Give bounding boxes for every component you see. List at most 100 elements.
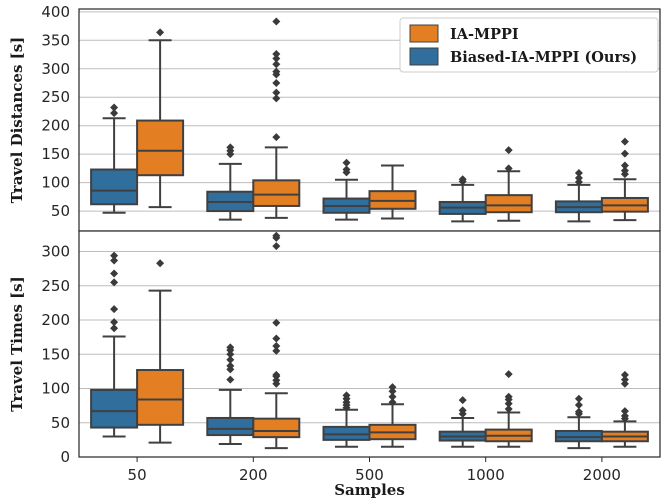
outlier-point xyxy=(156,28,165,37)
outlier-point xyxy=(620,166,629,175)
outlier-point xyxy=(620,375,629,384)
y-tick-label: 50 xyxy=(51,202,70,220)
y-tick-label: 300 xyxy=(41,243,70,261)
box-ia-mppi xyxy=(484,194,533,214)
outlier-point xyxy=(110,324,119,333)
outlier-point xyxy=(574,168,583,177)
y-tick-label: 250 xyxy=(41,277,70,295)
outlier-point xyxy=(272,79,281,87)
x-tick-label: 500 xyxy=(355,466,384,484)
outlier-point xyxy=(620,411,629,420)
outlier-point xyxy=(110,278,119,287)
outlier-point xyxy=(110,251,119,260)
outlier-point xyxy=(342,391,351,400)
outlier-point xyxy=(458,175,467,184)
x-tick-label: 200 xyxy=(239,466,268,484)
outlier-point xyxy=(272,376,281,385)
y-tick-label: 50 xyxy=(51,414,70,432)
y-axis-label: Travel Distances [s] xyxy=(8,37,26,204)
outlier-point xyxy=(272,54,281,63)
y-tick-label: 100 xyxy=(41,174,70,192)
outlier-point xyxy=(156,259,165,268)
legend-swatch-ia-mppi xyxy=(409,24,439,43)
outlier-point xyxy=(272,242,281,251)
legend-swatch-biased-ia-mppi xyxy=(409,47,439,66)
box-biased-ia-mppi xyxy=(322,425,371,441)
outlier-point xyxy=(110,318,119,327)
plot-frame xyxy=(78,230,661,458)
outlier-point xyxy=(272,49,281,58)
x-tick-label: 1000 xyxy=(467,466,505,484)
y-tick-label: 200 xyxy=(41,311,70,329)
outlier-point xyxy=(226,355,235,364)
outlier-point xyxy=(342,158,351,167)
y-tick-label: 150 xyxy=(41,145,70,163)
outlier-point xyxy=(110,256,119,265)
box-biased-ia-mppi xyxy=(90,388,139,429)
outlier-point xyxy=(504,164,513,173)
y-tick-label: 150 xyxy=(41,345,70,363)
outlier-point xyxy=(272,133,281,142)
outlier-point xyxy=(272,346,281,355)
y-axis-label: Travel Times [s] xyxy=(8,276,26,411)
outlier-point xyxy=(226,343,235,352)
y-tick-label: 400 xyxy=(41,3,70,21)
outlier-point xyxy=(504,146,513,155)
box-biased-ia-mppi xyxy=(554,429,603,443)
x-tick-label: 50 xyxy=(128,466,147,484)
outlier-point xyxy=(110,109,119,118)
outlier-point xyxy=(388,387,397,396)
legend-label-biased-ia-mppi: Biased-IA-MPPI (Ours) xyxy=(450,49,637,66)
outlier-point xyxy=(226,143,235,152)
outlier-point xyxy=(574,400,583,409)
outlier-point xyxy=(620,161,629,170)
travel-times-panel: 0 50 100 150 200 250 300 Travel Times [s] 50 200 5… xyxy=(8,230,661,499)
box-ia-mppi xyxy=(136,369,185,426)
outlier-point xyxy=(388,392,397,401)
box-biased-ia-mppi xyxy=(90,168,139,206)
outlier-point xyxy=(620,137,629,146)
outlier-point xyxy=(342,165,351,174)
outlier-point xyxy=(226,361,235,370)
outlier-point xyxy=(272,370,281,379)
outlier-point xyxy=(272,334,281,343)
outlier-point xyxy=(388,398,397,407)
outlier-point xyxy=(574,407,583,416)
outlier-point xyxy=(272,342,281,351)
outlier-point xyxy=(388,383,397,392)
outlier-point xyxy=(504,399,513,408)
outlier-point xyxy=(110,269,119,278)
legend-label-ia-mppi: IA-MPPI xyxy=(450,26,519,43)
outlier-point xyxy=(272,67,281,76)
outlier-point xyxy=(504,392,513,401)
box-biased-ia-mppi xyxy=(206,416,255,437)
outlier-point xyxy=(620,379,629,388)
y-tick-label: 100 xyxy=(41,380,70,398)
y-tick-label: 350 xyxy=(41,31,70,49)
outlier-point xyxy=(504,370,513,379)
legend-frame xyxy=(399,17,659,73)
box-ia-mppi xyxy=(252,179,301,207)
box-ia-mppi xyxy=(136,119,185,177)
box-ia-mppi xyxy=(252,417,301,439)
outlier-point xyxy=(458,406,467,415)
y-tick-label: 250 xyxy=(41,88,70,106)
outlier-point xyxy=(620,407,629,416)
outlier-point xyxy=(574,394,583,403)
outlier-point xyxy=(574,174,583,183)
y-tick-label: 200 xyxy=(41,117,70,135)
y-tick-label: 0 xyxy=(60,448,70,466)
outlier-point xyxy=(620,149,629,158)
x-tick-label: 2000 xyxy=(583,466,621,484)
outlier-point xyxy=(226,375,235,384)
outlier-point xyxy=(272,318,281,327)
outlier-point xyxy=(272,17,281,26)
outlier-point xyxy=(272,60,281,69)
x-axis-label: Samples xyxy=(334,481,405,499)
outlier-point xyxy=(226,350,235,359)
outlier-point xyxy=(458,396,467,405)
outlier-point xyxy=(272,94,281,103)
outlier-point xyxy=(620,370,629,379)
outlier-point xyxy=(272,88,281,97)
